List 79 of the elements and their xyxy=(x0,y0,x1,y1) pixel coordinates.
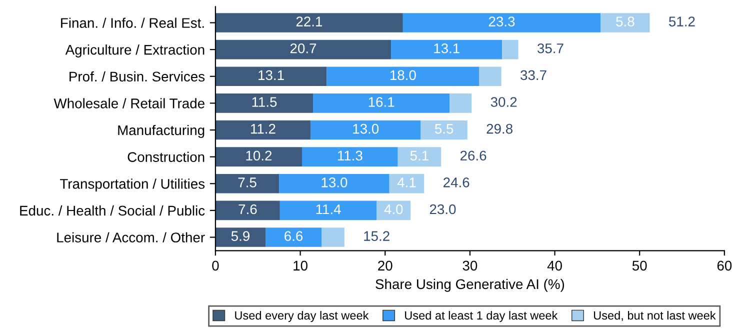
bar xyxy=(215,228,266,247)
data-label: 13.0 xyxy=(322,178,348,188)
y-tick-label: Transportation / Utilities xyxy=(60,178,205,192)
data-label: 4.0 xyxy=(384,204,403,214)
bar xyxy=(215,147,302,166)
legend-label: Used at least 1 day last week xyxy=(405,310,558,322)
bar xyxy=(398,147,442,166)
bar xyxy=(326,66,480,86)
bar xyxy=(420,120,468,140)
total-label: 29.8 xyxy=(486,124,512,134)
total-label: 24.6 xyxy=(444,178,470,188)
bar xyxy=(215,200,280,220)
bar xyxy=(389,174,424,194)
data-label: 23.3 xyxy=(488,16,515,26)
bar xyxy=(479,66,502,86)
data-label: 11.5 xyxy=(252,97,277,107)
data-label: 13.1 xyxy=(258,70,284,80)
bar xyxy=(302,147,398,166)
total-label: 26.6 xyxy=(460,150,486,161)
y-tick-label: Finan. / Info. / Real Est. xyxy=(61,18,204,28)
y-tick-label: Wholesale / Retail Trade xyxy=(54,98,204,108)
data-label: 11.4 xyxy=(316,204,341,214)
bar xyxy=(391,40,502,60)
total-label: 33.7 xyxy=(520,70,546,80)
data-label: 7.5 xyxy=(238,178,256,188)
data-label: 5.8 xyxy=(616,16,634,26)
data-label: 6.6 xyxy=(284,231,303,241)
bar xyxy=(279,174,390,194)
x-axis-title: Share Using Generative AI (%) xyxy=(376,278,564,292)
data-label: 5.9 xyxy=(231,231,250,241)
legend-label: Used every day last week xyxy=(235,310,369,322)
total-label: 51.2 xyxy=(668,16,695,26)
bar xyxy=(322,228,344,247)
data-label: 7.6 xyxy=(238,204,257,214)
bar xyxy=(600,13,650,32)
data-label: 13.0 xyxy=(353,124,379,134)
bar xyxy=(310,120,421,140)
bar xyxy=(215,174,280,194)
y-tick-label: Prof. / Busin. Services xyxy=(70,71,205,82)
data-label: 20.7 xyxy=(290,43,316,54)
data-label: 18.0 xyxy=(390,70,416,80)
data-label: 11.3 xyxy=(338,150,362,161)
x-tick-label: 0 xyxy=(212,260,219,271)
total-label: 30.2 xyxy=(490,97,517,107)
y-tick-label: Manufacturing xyxy=(118,124,204,138)
bar xyxy=(266,228,322,247)
data-label: 16.1 xyxy=(368,97,394,107)
x-tick-label: 40 xyxy=(547,260,562,271)
bar xyxy=(280,200,377,220)
total-label: 15.2 xyxy=(364,231,390,241)
y-tick-label: Agriculture / Extraction xyxy=(65,44,204,58)
bar xyxy=(215,120,310,140)
data-label: 13.1 xyxy=(434,43,460,54)
x-tick-label: 10 xyxy=(294,260,308,271)
x-tick-label: 20 xyxy=(378,260,392,271)
bar xyxy=(502,40,518,60)
x-tick-label: 60 xyxy=(717,260,732,271)
x-tick-label: 30 xyxy=(462,260,478,271)
bar xyxy=(215,94,314,113)
y-tick-label: Educ. / Health / Social / Public xyxy=(20,205,205,216)
x-tick-label: 50 xyxy=(632,260,647,271)
y-tick-label: Leisure / Accom. / Other xyxy=(57,232,205,242)
data-label: 11.2 xyxy=(251,124,276,134)
bar xyxy=(215,13,403,32)
data-label: 5.1 xyxy=(410,150,428,161)
total-label: 35.7 xyxy=(537,43,564,54)
bar xyxy=(402,13,601,32)
legend-label: Used, but not last week xyxy=(594,310,716,322)
data-label: 22.1 xyxy=(296,16,322,26)
y-tick-label: Construction xyxy=(128,152,204,162)
total-label: 23.0 xyxy=(430,204,456,214)
data-label: 10.2 xyxy=(246,150,272,161)
bar xyxy=(376,200,411,220)
data-label: 4.1 xyxy=(397,178,416,188)
bar xyxy=(215,40,392,60)
data-label: 5.5 xyxy=(434,124,454,134)
bar xyxy=(313,94,450,113)
bar xyxy=(215,66,327,86)
bar xyxy=(450,94,472,113)
